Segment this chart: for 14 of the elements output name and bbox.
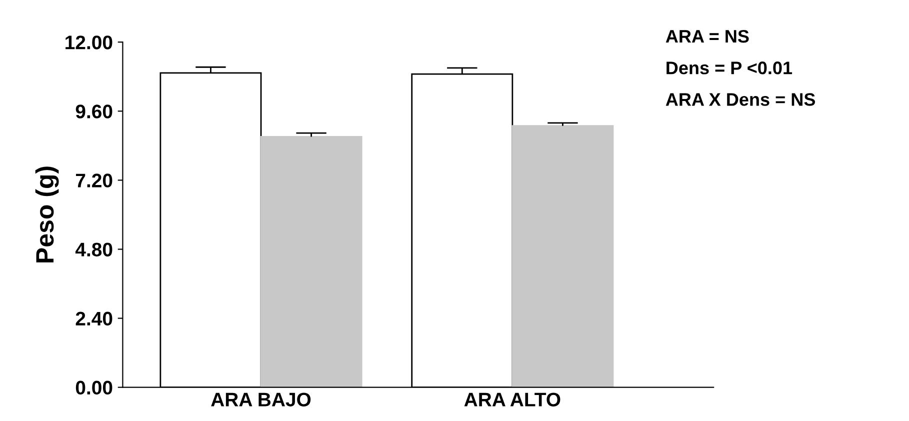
- annotation: ARA X Dens = NS: [666, 93, 816, 106]
- annotation: ARA = NS: [666, 30, 749, 43]
- x-tick-label: ARA BAJO: [211, 392, 311, 406]
- y-tick-label: 0.00: [76, 380, 112, 395]
- y-tick-label: 4.80: [75, 242, 112, 256]
- annotation: Dens = P <0.01: [666, 62, 792, 74]
- bar: [260, 136, 362, 388]
- y-tick-label: 12.00: [66, 36, 112, 50]
- y-axis-title: Peso (g): [35, 166, 59, 262]
- y-tick-label: 9.60: [76, 104, 112, 118]
- y-tick-label: 7.20: [76, 174, 112, 188]
- x-tick-label: ARA ALTO: [464, 392, 560, 406]
- bar: [512, 125, 614, 388]
- y-tick-label: 2.40: [76, 312, 112, 326]
